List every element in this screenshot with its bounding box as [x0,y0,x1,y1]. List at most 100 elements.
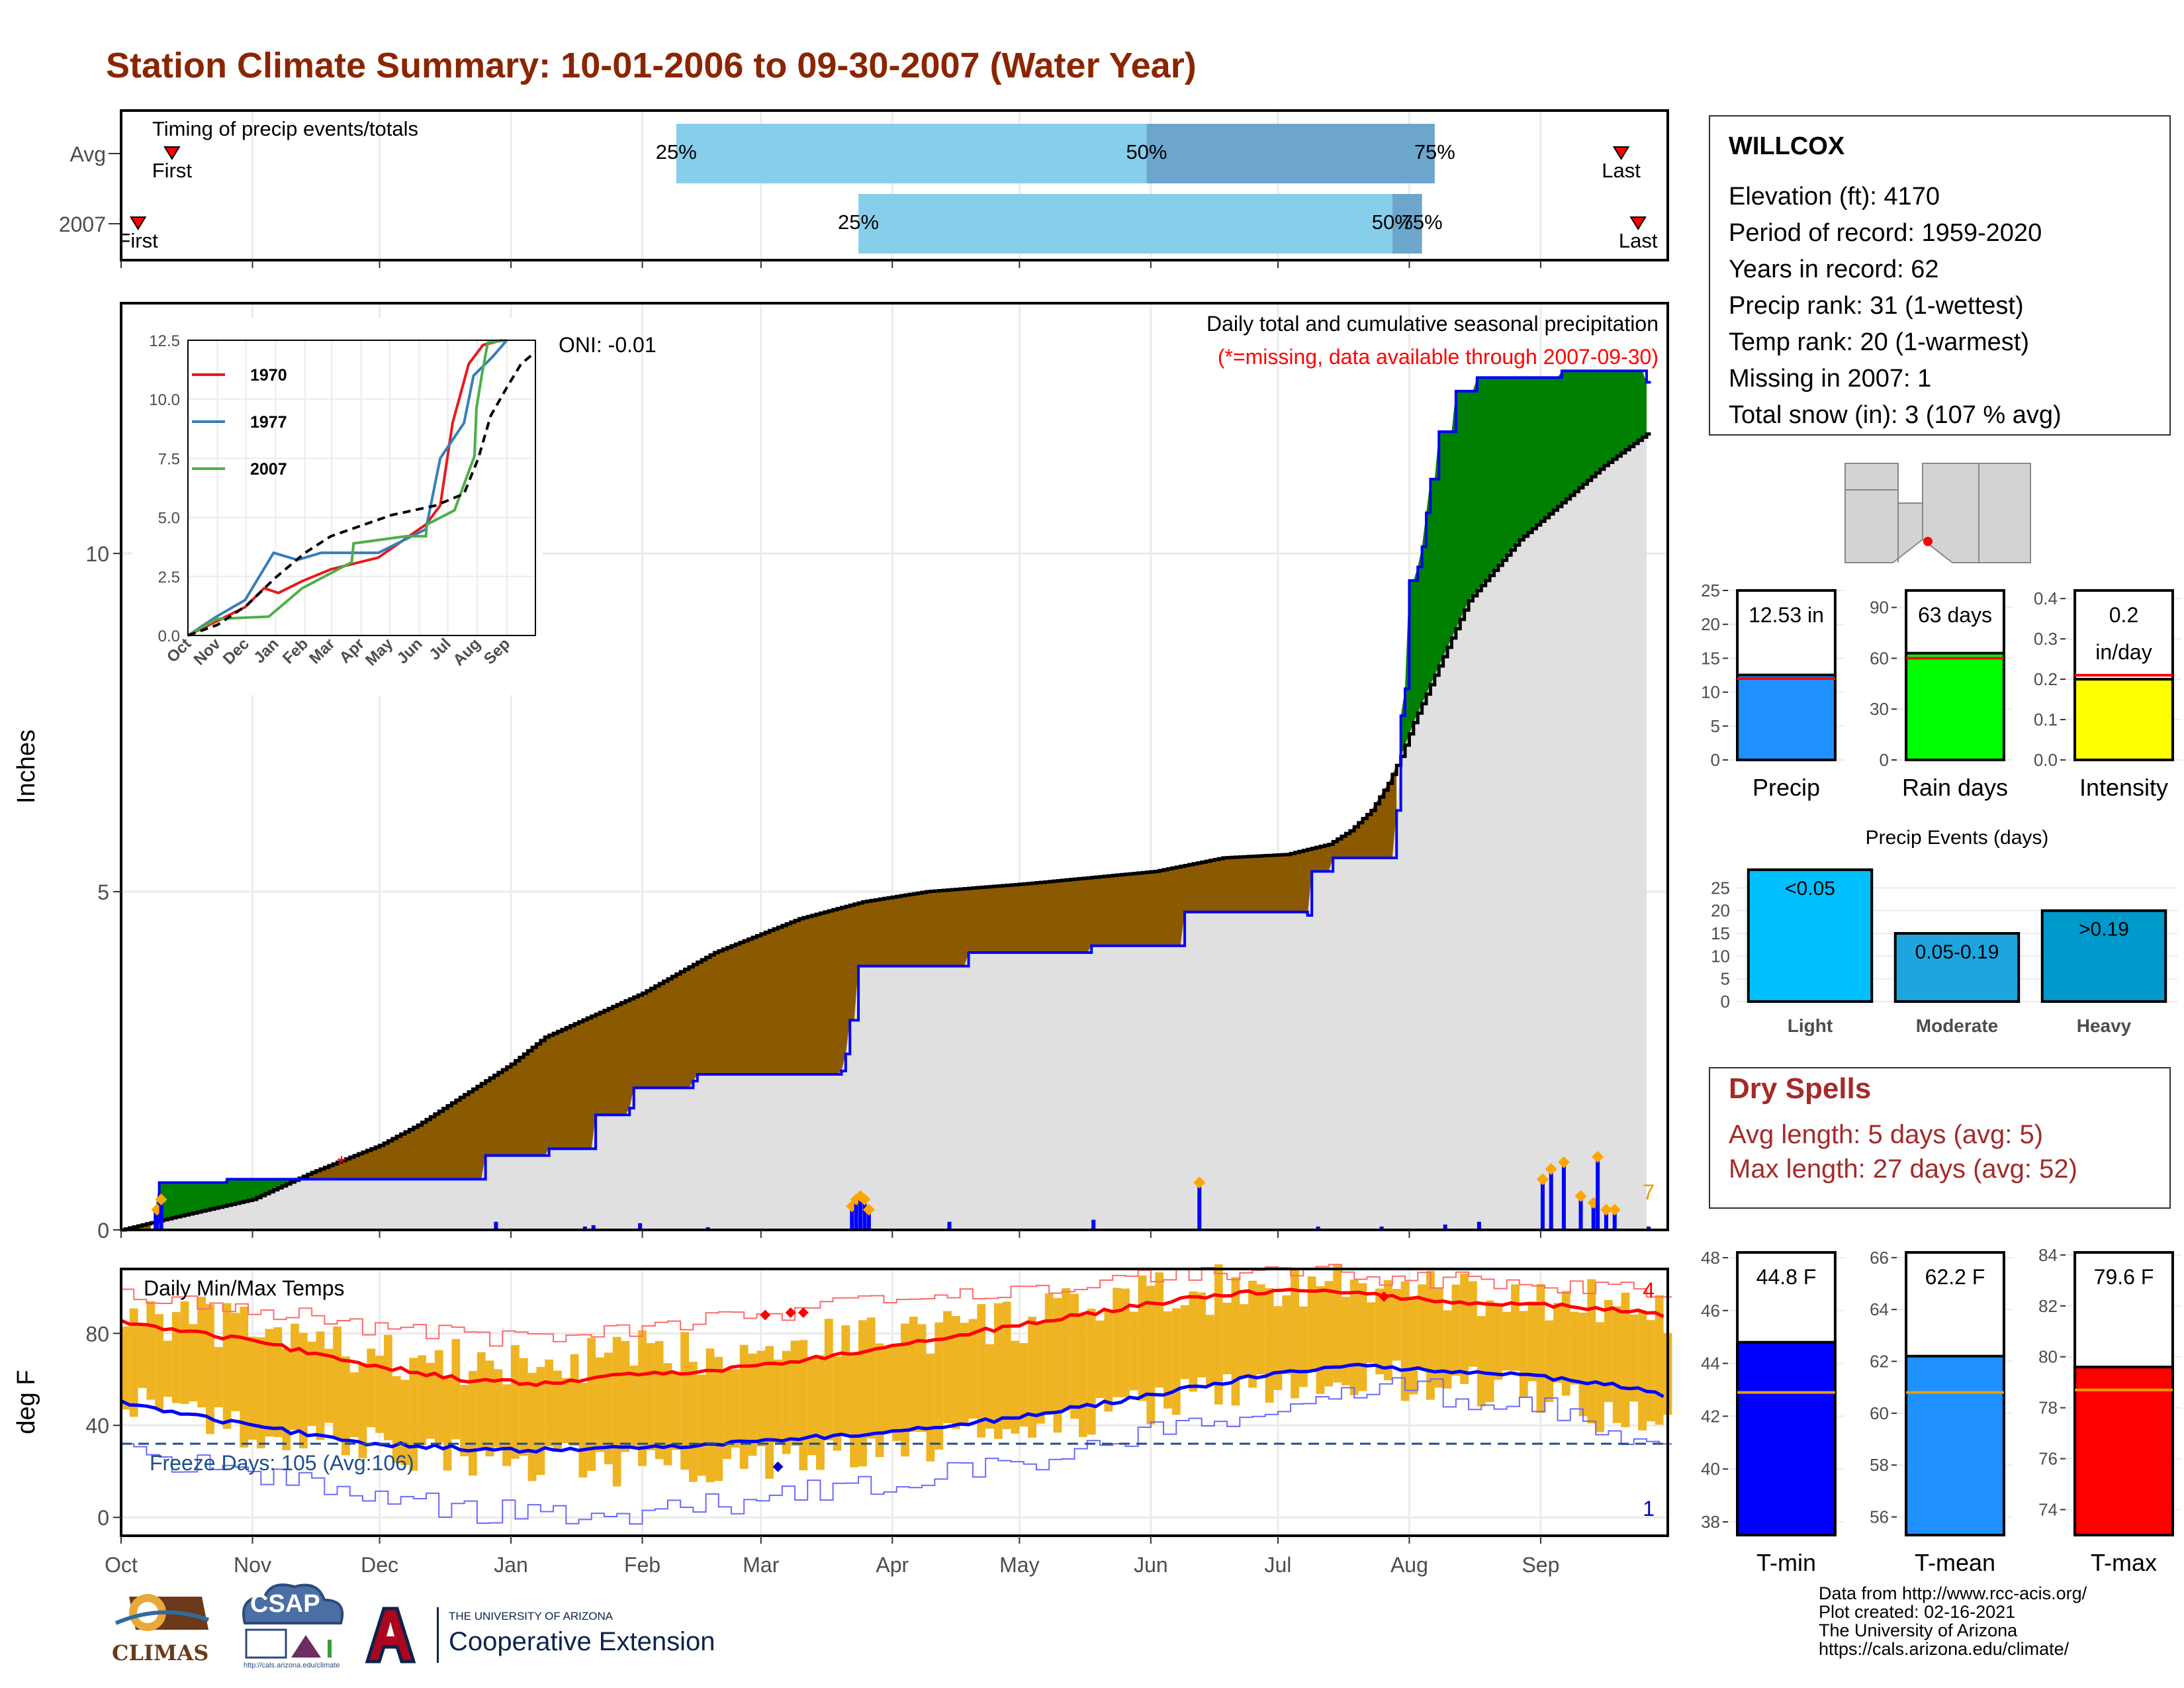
station-name: WILLCOX [1729,132,1845,160]
temps-panel-border [120,1268,1669,1537]
temps-daily-bar [1104,1309,1113,1412]
temps-daily-bar [1121,1288,1130,1397]
precip-daily-bar [494,1221,498,1230]
events-bar-label: >0.19 [2079,919,2129,941]
inset-y-tick: 5.0 [158,510,180,528]
precip-daily-marker [1557,1156,1570,1168]
precip-daily-marker [1592,1150,1604,1163]
temps-daily-bar [1146,1286,1156,1425]
mini_tmean-category-label: T-mean [1915,1549,1995,1576]
temps-daily-bar [1367,1302,1376,1363]
temps-daily-bar [739,1344,749,1470]
temps-daily-bar [1316,1286,1325,1394]
temps-daily-bar [604,1352,613,1464]
temps-daily-bar [316,1331,325,1440]
temps-daily-bar [612,1336,621,1487]
temps-daily-bar [1469,1281,1477,1367]
events-title: Precip Events (days) [1866,827,2049,849]
temps-daily-bar [494,1369,503,1448]
mini_raindays-bar [1905,651,2005,761]
events-y-tick-label: 10 [1711,946,1730,966]
temps-daily-bar [155,1314,164,1410]
mini_intensity-y-tick-label: 0.1 [2034,710,2058,729]
events-bar-label: <0.05 [1785,878,1835,900]
temps-record-high-marker [760,1309,771,1321]
temps-y-tick-label: 40 [85,1414,109,1438]
precip-average-line [121,432,1651,1232]
mini_intensity-value-label: 0.2 [2109,603,2138,627]
precip-daily-marker [1600,1203,1612,1216]
temps-corner-lo: 1 [1643,1497,1655,1521]
temps-daily-bar [901,1323,909,1457]
station-precip-rank: Precip rank: 31 (1-wettest) [1729,292,2024,320]
temps-corner-hi: 4 [1643,1278,1655,1302]
month-axis-label: Apr [876,1553,909,1577]
month-axis-label: Nov [234,1553,271,1577]
temps-daily-bar [714,1356,723,1481]
temps-daily-bar [884,1347,893,1432]
temps-daily-bar [434,1350,443,1443]
temps-daily-bar [460,1385,469,1456]
temps-daily-bar [121,1326,130,1410]
mini_precip-y-tick-label: 15 [1701,648,1720,668]
temps-daily-bar [968,1319,978,1419]
temps-daily-bar [1392,1289,1401,1361]
temps-daily-bar [206,1304,214,1434]
temps-daily-bar [1129,1311,1138,1391]
temps-daily-bar [231,1313,240,1411]
temps-daily-bar [1291,1269,1299,1399]
temps-daily-bar [1282,1295,1291,1374]
mini_intensity-bar [2073,678,2174,761]
temps-daily-bar [1612,1306,1621,1423]
mini_tmean-y-tick-label: 66 [1870,1248,1889,1268]
temps-daily-bar [375,1355,384,1433]
temps-daily-bar [1443,1310,1452,1389]
temps-daily-bar [663,1363,672,1466]
mini_raindays-y-tick-label: 60 [1870,648,1889,668]
precip-daily-bar [1596,1156,1600,1230]
temps-daily-bar [960,1323,969,1424]
precip-daily-bar [1561,1162,1566,1230]
dry-avg-length: Avg length: 5 days (avg: 5) [1729,1120,2044,1149]
temps-y-axis-label: deg F [13,1370,40,1434]
temps-daily-bar [392,1376,401,1464]
mini_intensity-y-tick-label: 0.4 [2034,588,2058,608]
timing-first-label: First [152,159,193,182]
temps-daily-bar [816,1355,825,1470]
temps-daily-bar [248,1336,257,1440]
month-axis-label: May [999,1553,1039,1577]
temps-daily-bar [756,1350,766,1446]
timing-label-75: 75% [1402,211,1443,234]
temps-daily-bar [502,1384,512,1466]
temps-daily-bar [917,1324,927,1432]
precip-daily-bar [1379,1226,1384,1230]
mini_raindays-value-label: 63 days [1918,603,1992,627]
timing-label-25: 25% [656,140,697,164]
precip-corner-count: 7 [1643,1180,1655,1204]
temps-daily-bar [833,1356,842,1451]
temps-daily-bar [1307,1276,1316,1372]
precip-wet-area [155,1179,295,1222]
temps-daily-bar [1426,1270,1435,1400]
temps-daily-bar [1358,1283,1367,1391]
station-period: Period of record: 1959-2020 [1729,219,2042,247]
mini_precip-y-tick-label: 20 [1701,614,1720,634]
temps-daily-bar [1180,1305,1189,1380]
temps-daily-bar [1333,1265,1342,1383]
temps-daily-bar [298,1333,308,1448]
temps-daily-bar [1604,1299,1613,1403]
events-bar [1893,932,2021,1003]
temps-daily-bar [672,1373,681,1450]
temps-daily-bar [1536,1284,1545,1413]
mini_raindays-y-tick-label: 90 [1870,598,1889,618]
precip-daily-bar [591,1225,596,1230]
temps-daily-bar [909,1316,918,1432]
temps-daily-bar [1502,1311,1512,1371]
temps-daily-bar [1621,1292,1630,1428]
temps-daily-bar [1349,1280,1359,1395]
timing-last-label: Last [1619,229,1658,252]
mini_precip-y-tick-label: 25 [1701,581,1720,600]
events-category-label: Moderate [1916,1015,1998,1036]
page-title: Station Climate Summary: 10-01-2006 to 0… [106,46,1197,85]
temps-y-tick-label: 0 [97,1506,109,1530]
